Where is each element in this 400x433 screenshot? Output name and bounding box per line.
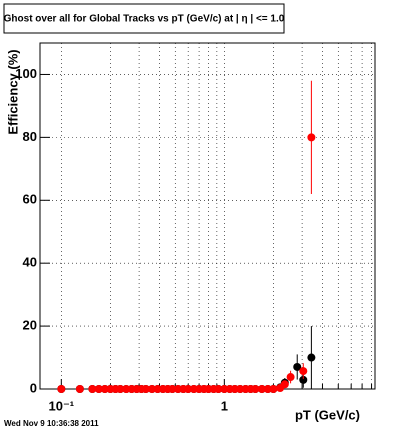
point [184, 385, 193, 393]
point [263, 385, 272, 393]
point [57, 385, 66, 393]
x-tick-label: 10⁻¹ [48, 398, 74, 413]
y-tick-label: 60 [23, 192, 37, 207]
point [148, 385, 157, 393]
y-tick-label: 0 [30, 380, 37, 395]
chart-title: Ghost over all for Global Tracks vs pT (… [4, 14, 285, 25]
y-tick-label: 80 [23, 129, 37, 144]
point [257, 385, 266, 393]
footer: Wed Nov 9 10:36:38 2011 [4, 419, 99, 428]
point [307, 353, 316, 362]
x-axis-label: pT (GeV/c) [295, 407, 360, 422]
x-tick-label: 1 [221, 398, 228, 413]
y-tick-label: 20 [23, 318, 37, 333]
y-tick-label: 100 [15, 66, 37, 81]
y-axis-label: Efficiency (%) [5, 49, 20, 134]
point [251, 385, 260, 393]
point [94, 385, 103, 393]
point [293, 362, 302, 371]
point [116, 385, 125, 393]
point [214, 385, 223, 393]
point [307, 133, 316, 142]
title-box [3, 3, 285, 34]
point [280, 380, 289, 389]
point [299, 367, 308, 376]
point [269, 385, 278, 393]
point [75, 385, 84, 393]
point [299, 375, 308, 384]
point [88, 385, 97, 393]
y-tick-label: 40 [23, 255, 37, 270]
point [286, 373, 295, 382]
point [168, 385, 177, 393]
point [100, 385, 109, 393]
point [141, 385, 150, 393]
